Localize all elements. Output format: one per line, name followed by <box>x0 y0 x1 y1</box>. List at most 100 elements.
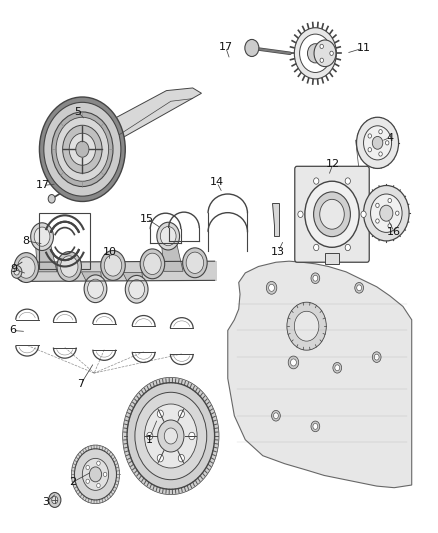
Circle shape <box>104 255 122 276</box>
Circle shape <box>147 432 153 440</box>
Circle shape <box>164 428 177 444</box>
Circle shape <box>160 227 176 246</box>
Circle shape <box>157 222 180 250</box>
Text: 9: 9 <box>11 264 18 274</box>
Circle shape <box>294 311 319 341</box>
Circle shape <box>144 253 161 274</box>
Circle shape <box>69 133 95 165</box>
Circle shape <box>376 203 379 207</box>
Circle shape <box>178 455 184 462</box>
Circle shape <box>157 455 163 462</box>
Circle shape <box>314 192 350 237</box>
Circle shape <box>52 112 113 187</box>
Circle shape <box>396 211 399 215</box>
Circle shape <box>361 211 366 217</box>
Text: 17: 17 <box>36 181 50 190</box>
Circle shape <box>11 265 22 278</box>
Circle shape <box>311 273 320 284</box>
Circle shape <box>63 125 102 173</box>
Circle shape <box>44 102 121 196</box>
Circle shape <box>380 205 393 221</box>
Circle shape <box>268 284 275 292</box>
Circle shape <box>245 39 259 56</box>
Circle shape <box>372 136 383 149</box>
Circle shape <box>368 148 371 152</box>
Circle shape <box>388 224 392 228</box>
Circle shape <box>335 365 340 371</box>
Circle shape <box>14 269 19 275</box>
Circle shape <box>320 58 324 62</box>
Circle shape <box>368 134 371 138</box>
Circle shape <box>123 377 219 495</box>
Circle shape <box>60 256 78 277</box>
Text: 12: 12 <box>326 159 340 169</box>
Circle shape <box>125 276 148 303</box>
Circle shape <box>388 198 392 203</box>
Circle shape <box>314 40 336 67</box>
Circle shape <box>272 410 280 421</box>
Circle shape <box>320 44 323 49</box>
Circle shape <box>333 362 342 373</box>
Circle shape <box>71 445 120 504</box>
Text: 8: 8 <box>23 236 30 246</box>
Circle shape <box>183 248 207 278</box>
Circle shape <box>287 302 326 350</box>
Circle shape <box>266 281 277 294</box>
Circle shape <box>129 280 145 299</box>
Circle shape <box>300 34 331 72</box>
Text: 17: 17 <box>219 42 233 52</box>
Bar <box>39 213 90 269</box>
Polygon shape <box>123 272 145 297</box>
Circle shape <box>379 130 382 134</box>
Circle shape <box>372 352 381 362</box>
Polygon shape <box>108 88 201 155</box>
Circle shape <box>101 251 125 280</box>
Circle shape <box>314 178 319 184</box>
Circle shape <box>86 479 89 483</box>
Circle shape <box>86 465 89 470</box>
Text: 6: 6 <box>9 326 16 335</box>
Circle shape <box>57 252 81 281</box>
Circle shape <box>82 458 109 490</box>
Circle shape <box>355 282 364 293</box>
Circle shape <box>56 117 109 181</box>
Circle shape <box>52 496 58 504</box>
Bar <box>20 261 217 281</box>
Text: 1: 1 <box>145 435 152 445</box>
Circle shape <box>364 126 392 160</box>
Polygon shape <box>81 272 103 296</box>
Circle shape <box>320 199 344 229</box>
Circle shape <box>345 178 350 184</box>
Text: 10: 10 <box>102 247 117 256</box>
Circle shape <box>385 141 389 145</box>
Circle shape <box>379 152 382 156</box>
Text: 16: 16 <box>387 227 401 237</box>
Circle shape <box>97 461 100 465</box>
Circle shape <box>178 410 184 417</box>
Circle shape <box>88 279 103 298</box>
Circle shape <box>330 51 333 55</box>
Circle shape <box>34 227 50 246</box>
Circle shape <box>294 28 336 79</box>
Circle shape <box>97 483 100 488</box>
Polygon shape <box>34 229 57 272</box>
Circle shape <box>307 44 323 63</box>
Text: 14: 14 <box>210 177 224 187</box>
Circle shape <box>357 285 361 291</box>
Circle shape <box>313 423 318 430</box>
Circle shape <box>357 117 399 168</box>
Text: 2: 2 <box>69 478 76 487</box>
Circle shape <box>84 275 107 303</box>
Circle shape <box>49 492 61 507</box>
Circle shape <box>313 275 318 281</box>
Circle shape <box>157 410 163 417</box>
Circle shape <box>305 181 359 247</box>
Circle shape <box>311 421 320 432</box>
Circle shape <box>376 219 379 223</box>
Circle shape <box>186 252 204 273</box>
Polygon shape <box>160 228 183 271</box>
Circle shape <box>273 413 279 419</box>
Circle shape <box>135 392 207 480</box>
Circle shape <box>298 211 303 217</box>
Circle shape <box>345 244 350 251</box>
